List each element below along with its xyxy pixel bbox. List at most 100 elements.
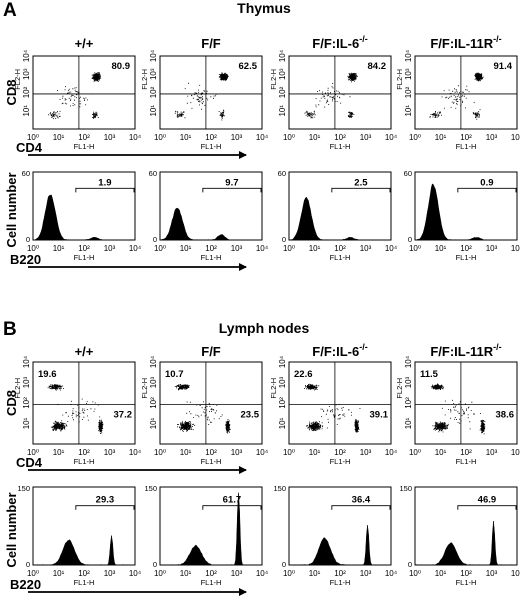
scatter-row-label: CD8	[4, 79, 19, 105]
tick-label: 10³	[231, 569, 243, 578]
y-tick-label: 0	[282, 560, 286, 569]
histogram-fill	[32, 535, 136, 566]
gate-percent: 36.4	[352, 495, 371, 506]
x-axis-label: FL1-H	[74, 578, 95, 587]
quadrant-percent: 38.6	[496, 410, 515, 421]
tick-label: 10²	[460, 244, 472, 253]
scatter-row-label: CD8	[4, 390, 19, 416]
gate-percent: 46.9	[478, 495, 497, 506]
tick-label: 10⁴	[511, 133, 520, 142]
tick-label: 10³	[231, 244, 243, 253]
dot-plot: 11.5 38.6 10⁰ 10¹ 10¹ 10² 10² 10³ 10³ 10⁴ 10⁴ FL1-H…	[395, 355, 520, 466]
tick-label: 10⁴	[149, 49, 158, 62]
gate-percent: 2.5	[354, 177, 368, 188]
tick-label: 10¹	[149, 105, 158, 117]
tick-label: 10⁴	[22, 49, 31, 62]
x-axis-label: FL1-H	[201, 253, 222, 262]
tick-label: 10¹	[435, 569, 447, 578]
tick-label: 10³	[22, 68, 31, 80]
tick-label: 10³	[149, 68, 158, 80]
gate-bracket	[457, 187, 517, 193]
x-axis-label: FL1-H	[330, 142, 351, 151]
scatter-arrow-label: CD4	[16, 455, 43, 470]
x-axis-label: FL1-H	[74, 142, 95, 151]
tick-label: 10²	[460, 569, 472, 578]
y-axis-label: FL2-H	[13, 69, 22, 90]
tick-label: 10⁴	[129, 244, 142, 253]
panel-letter: A	[3, 0, 17, 21]
plot-frame	[32, 361, 136, 445]
tick-label: 10⁴	[278, 49, 287, 62]
tick-label: 10¹	[278, 105, 287, 117]
x-axis-label: FL1-H	[330, 253, 351, 262]
panel-A: A Thymus +/+ F/F F/F:IL-6-/- F/F:IL-11R-/- CD8…	[3, 0, 520, 271]
tick-label: 10¹	[435, 244, 447, 253]
tick-label: 10³	[360, 448, 372, 457]
y-axis-label: FL2-H	[395, 69, 404, 90]
plot-frame	[32, 486, 136, 566]
tick-label: 10⁰	[283, 448, 295, 457]
genotype-label: F/F	[201, 344, 221, 359]
y-tick-label: 0	[26, 235, 30, 244]
tick-label: 10¹	[309, 448, 321, 457]
dot-plot: 84.2 10⁰ 10¹ 10¹ 10² 10² 10³ 10³ 10⁴ 10⁴ FL1-H FL2-…	[269, 49, 398, 151]
tick-label: 10⁴	[129, 569, 142, 578]
genotype-label: +/+	[75, 36, 94, 51]
tick-label: 10⁰	[154, 244, 166, 253]
gate-percent: 1.9	[98, 177, 111, 188]
y-tick-label: 0	[153, 560, 157, 569]
tick-label: 10⁰	[27, 448, 39, 457]
tick-label: 10²	[334, 244, 346, 253]
tick-label: 10³	[404, 68, 413, 80]
tick-label: 10⁰	[154, 133, 166, 142]
tick-label: 10⁰	[27, 569, 39, 578]
tick-label: 10¹	[435, 133, 447, 142]
tick-label: 10³	[149, 376, 158, 388]
tick-label: 10¹	[53, 448, 65, 457]
tick-label: 10⁴	[256, 569, 269, 578]
gate-bracket	[457, 505, 517, 510]
tick-label: 10⁰	[283, 569, 295, 578]
quadrant-percent: 10.7	[165, 369, 184, 380]
tick-label: 10⁴	[511, 244, 520, 253]
x-axis-label: FL1-H	[74, 457, 95, 466]
y-axis-label: FL2-H	[140, 69, 149, 90]
tick-label: 10⁴	[511, 569, 520, 578]
gate-bracket	[331, 505, 391, 510]
event-dots	[48, 72, 102, 120]
y-tick-label: 0	[408, 235, 412, 244]
tick-label: 10⁰	[283, 133, 295, 142]
genotype-label: F/F:IL-6-/-	[312, 34, 367, 51]
tick-label: 10³	[404, 376, 413, 388]
tick-label: 10¹	[309, 569, 321, 578]
gate-bracket	[75, 505, 135, 510]
tick-label: 10⁴	[256, 448, 269, 457]
event-dots	[429, 72, 484, 120]
dot-plot: 19.6 37.2 10⁰ 10¹ 10¹ 10² 10² 10³ 10³ 10⁴ 10⁴ FL1-H…	[13, 355, 142, 466]
tick-label: 10⁴	[511, 448, 520, 457]
y-axis-label: FL2-H	[269, 378, 278, 399]
tick-label: 10²	[205, 244, 217, 253]
gate-percent: 29.3	[96, 495, 115, 506]
tick-label: 10²	[205, 448, 217, 457]
gate-percent: 9.7	[225, 177, 238, 188]
gate-percent: 61.7	[223, 495, 242, 506]
tick-label: 10³	[104, 133, 116, 142]
x-axis-label: FL1-H	[74, 253, 95, 262]
quadrant-percent: 91.4	[494, 61, 513, 72]
event-dots	[174, 72, 229, 121]
tick-label: 10⁰	[409, 133, 421, 142]
y-tick-label: 150	[17, 484, 30, 493]
tick-label: 10³	[360, 244, 372, 253]
plot-frame	[288, 55, 392, 130]
tick-label: 10²	[149, 397, 158, 409]
tick-label: 10¹	[53, 569, 65, 578]
tick-label: 10⁰	[27, 133, 39, 142]
tick-label: 10²	[334, 133, 346, 142]
event-dots	[47, 384, 104, 434]
